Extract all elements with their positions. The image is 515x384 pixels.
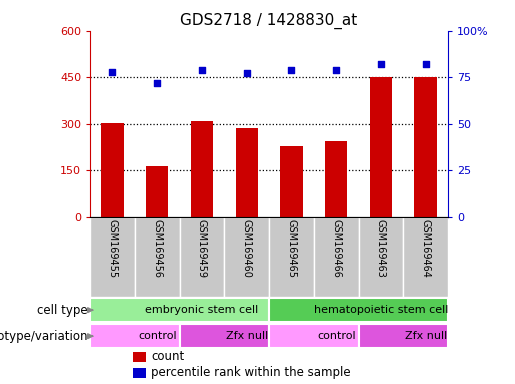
- Point: [198, 67, 206, 73]
- Bar: [90, 298, 269, 322]
- Bar: [146, 166, 168, 217]
- Text: count: count: [151, 350, 184, 363]
- Bar: [225, 217, 269, 297]
- Bar: [358, 217, 403, 297]
- Bar: [101, 123, 124, 217]
- Text: percentile rank within the sample: percentile rank within the sample: [151, 366, 351, 379]
- Text: control: control: [317, 331, 355, 341]
- Text: control: control: [138, 331, 177, 341]
- Bar: [90, 217, 135, 297]
- Bar: [191, 121, 213, 217]
- Bar: [403, 217, 448, 297]
- Bar: [235, 128, 258, 217]
- Text: Zfx null: Zfx null: [226, 331, 268, 341]
- Point: [153, 80, 161, 86]
- Text: GSM169456: GSM169456: [152, 219, 162, 278]
- Point: [108, 68, 116, 74]
- Text: cell type: cell type: [37, 304, 88, 317]
- Bar: [325, 141, 348, 217]
- Text: GSM169455: GSM169455: [108, 219, 117, 278]
- Bar: [180, 217, 225, 297]
- Point: [287, 67, 296, 73]
- Text: hematopoietic stem cell: hematopoietic stem cell: [314, 305, 448, 315]
- Text: GSM169460: GSM169460: [242, 219, 252, 278]
- Bar: [415, 76, 437, 217]
- Bar: [269, 324, 358, 348]
- Title: GDS2718 / 1428830_at: GDS2718 / 1428830_at: [180, 13, 358, 29]
- Bar: [135, 217, 180, 297]
- Point: [332, 67, 340, 73]
- Bar: [280, 146, 303, 217]
- Bar: [90, 324, 180, 348]
- Text: GSM169466: GSM169466: [331, 219, 341, 278]
- Text: Zfx null: Zfx null: [405, 331, 447, 341]
- Text: GSM169463: GSM169463: [376, 219, 386, 278]
- Bar: [314, 217, 358, 297]
- Point: [422, 61, 430, 67]
- Bar: [133, 368, 146, 378]
- Text: GSM169465: GSM169465: [286, 219, 297, 278]
- Point: [243, 70, 251, 76]
- Text: GSM169459: GSM169459: [197, 219, 207, 278]
- Text: embryonic stem cell: embryonic stem cell: [145, 305, 259, 315]
- Bar: [133, 352, 146, 362]
- Bar: [269, 298, 448, 322]
- Text: GSM169464: GSM169464: [421, 219, 431, 278]
- Bar: [370, 76, 392, 217]
- Bar: [180, 324, 269, 348]
- Point: [377, 61, 385, 67]
- Bar: [358, 324, 448, 348]
- Bar: [269, 217, 314, 297]
- Text: genotype/variation: genotype/variation: [0, 330, 88, 343]
